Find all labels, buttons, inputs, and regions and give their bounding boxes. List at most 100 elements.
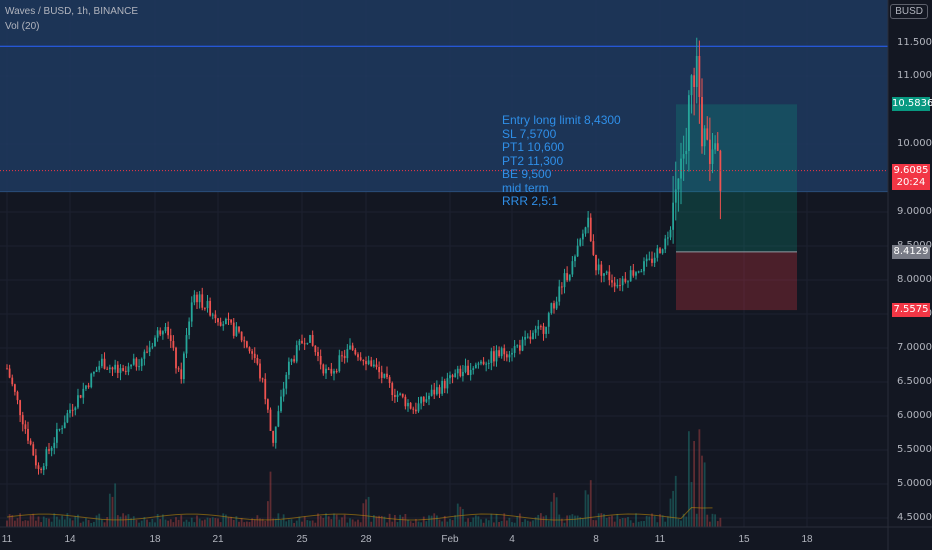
candle-body <box>196 294 198 303</box>
candle-body <box>327 368 330 370</box>
candle-body <box>579 239 582 246</box>
volume-bar <box>619 518 621 527</box>
candle-body <box>245 341 248 348</box>
volume-bar <box>259 518 261 527</box>
candle-body <box>711 149 714 164</box>
candle-body <box>698 55 701 98</box>
volume-bar <box>16 518 19 527</box>
candle-body <box>422 396 425 402</box>
volume-bar <box>222 513 225 527</box>
candle-body <box>248 347 251 352</box>
candle-body <box>526 336 529 338</box>
volume-bar <box>648 516 651 527</box>
volume-bar <box>232 520 235 527</box>
volume-bar <box>380 515 383 527</box>
volume-indicator-label[interactable]: Vol (20) <box>5 21 40 32</box>
candle-body <box>487 362 490 364</box>
candle-body <box>521 339 524 351</box>
candle-body <box>616 284 619 287</box>
candle-body <box>90 373 93 388</box>
volume-bar <box>42 516 45 527</box>
candle-body <box>285 374 288 389</box>
candle-body <box>482 361 485 365</box>
candle-body <box>467 365 469 376</box>
volume-bar <box>365 499 367 527</box>
candle-body <box>317 352 319 357</box>
candle-body <box>335 371 338 373</box>
candle-body <box>656 248 659 258</box>
date-tick: 15 <box>738 534 750 545</box>
candle-body <box>449 375 451 379</box>
candle-body <box>103 358 106 369</box>
volume-bar <box>563 522 566 527</box>
volume-bar <box>85 518 87 527</box>
candle-body <box>621 278 624 286</box>
volume-bar <box>282 514 285 527</box>
candle-body <box>11 377 14 385</box>
candle-body <box>611 280 613 283</box>
currency-button[interactable]: BUSD <box>890 4 928 19</box>
volume-ma-line <box>6 506 713 521</box>
candle-body <box>206 300 209 309</box>
volume-bar <box>603 513 605 527</box>
candle-body <box>66 413 69 423</box>
volume-bar <box>285 521 288 527</box>
candle-body <box>708 139 711 164</box>
candle-body <box>555 301 558 309</box>
candle-body <box>148 347 151 352</box>
candle-body <box>701 97 703 147</box>
volume-bar <box>716 521 719 527</box>
candle-body <box>643 261 645 272</box>
price-tag: 20:24 <box>892 176 930 191</box>
volume-bar <box>45 518 48 527</box>
candle-body <box>690 75 693 96</box>
candle-body <box>503 348 506 355</box>
volume-bar <box>261 518 264 527</box>
volume-bar <box>29 515 32 527</box>
volume-bar <box>503 513 506 527</box>
candle-body <box>111 367 114 370</box>
volume-bar <box>605 517 608 527</box>
price-tick: 11.0000 <box>897 70 932 81</box>
candle-body <box>32 444 35 456</box>
volume-bar <box>666 516 669 527</box>
candle-body <box>493 351 495 362</box>
candle-body <box>592 241 595 255</box>
volume-bar <box>314 522 317 527</box>
candle-body <box>500 348 503 357</box>
candle-body <box>388 377 391 384</box>
volume-bar <box>87 520 90 527</box>
candle-body <box>63 422 66 429</box>
volume-bar <box>306 520 309 527</box>
volume-bar <box>224 514 227 527</box>
candle-body <box>100 358 103 367</box>
volume-bar <box>396 522 399 527</box>
candle-body <box>396 394 399 398</box>
symbol-title[interactable]: Waves / BUSD, 1h, BINANCE <box>5 6 138 17</box>
candle-body <box>661 249 664 254</box>
candle-body <box>87 385 90 388</box>
candle-body <box>209 300 212 316</box>
candle-body <box>172 340 175 348</box>
volume-bar <box>534 517 537 527</box>
candle-body <box>672 202 675 230</box>
volume-bar <box>172 522 175 527</box>
volume-bar <box>553 492 555 527</box>
candle-body <box>571 261 574 275</box>
volume-bar <box>277 513 280 527</box>
candle-body <box>547 313 550 327</box>
candle-body <box>480 361 482 364</box>
volume-bar <box>214 518 217 527</box>
volume-bar <box>516 516 519 527</box>
candle-body <box>29 440 32 445</box>
volume-bar <box>256 515 259 527</box>
price-tag: 8.4129 <box>892 244 930 259</box>
annotation-line: PT1 10,600 <box>502 140 565 154</box>
candle-body <box>61 428 64 430</box>
candle-body <box>495 350 498 362</box>
volume-bar <box>167 520 170 527</box>
annotation-line: PT2 11,300 <box>502 153 564 168</box>
candle-body <box>151 346 154 348</box>
volume-bar <box>513 522 516 527</box>
